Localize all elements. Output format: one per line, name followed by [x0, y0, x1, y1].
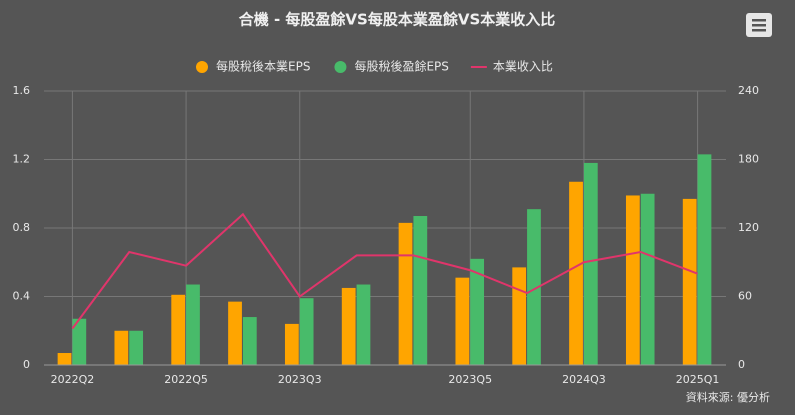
bar	[186, 284, 200, 365]
bar	[398, 222, 413, 365]
bar	[299, 298, 314, 365]
bar	[569, 181, 583, 365]
y2-tick-label: 0	[738, 358, 745, 371]
y2-tick-label: 240	[738, 84, 759, 97]
y-tick-label: 0.4	[13, 290, 31, 303]
y-tick-label: 0	[23, 358, 30, 371]
x-tick-label: 2023Q5	[448, 373, 492, 386]
bar	[341, 287, 356, 365]
menu-button[interactable]	[746, 13, 772, 37]
chart-title: 合機 - 每股盈餘VS每股本業盈餘VS本業收入比	[238, 11, 556, 29]
x-tick-label: 2023Q3	[278, 373, 322, 386]
bar	[682, 198, 697, 365]
y2-tick-label: 180	[738, 153, 759, 166]
bar	[470, 258, 485, 365]
source: 資料來源: 優分析	[686, 390, 770, 404]
x-tick-label: 2025Q1	[676, 373, 720, 386]
line	[71, 212, 698, 330]
y-tick-label: 1.2	[13, 153, 31, 166]
bar	[57, 353, 72, 365]
bar	[640, 193, 655, 365]
bar	[625, 195, 640, 365]
legend-label[interactable]: 每股稅後盈餘EPS	[354, 59, 448, 74]
legend-marker[interactable]	[196, 61, 208, 73]
y-tick-label: 0.8	[13, 221, 31, 234]
bar	[242, 317, 257, 365]
bar	[129, 330, 144, 365]
y2-tick-label: 60	[738, 290, 752, 303]
legend-label[interactable]: 每股稅後本業EPS	[216, 59, 310, 74]
bar	[413, 216, 428, 365]
bar	[527, 209, 541, 365]
y-tick-label: 1.6	[13, 84, 31, 97]
x-tick-label: 2022Q2	[51, 373, 95, 386]
bar	[284, 323, 299, 365]
bar	[455, 277, 470, 365]
legend-label[interactable]: 本業收入比	[493, 60, 553, 74]
menu-bar	[752, 29, 766, 32]
menu-bar	[752, 19, 766, 22]
bar	[512, 267, 527, 365]
bar	[228, 301, 242, 365]
bar	[356, 284, 371, 365]
menu-bar	[752, 24, 766, 27]
legend-marker[interactable]	[334, 61, 347, 73]
bar	[72, 318, 87, 365]
bar	[583, 162, 598, 365]
x-tick-label: 2022Q5	[164, 373, 208, 386]
bar	[171, 294, 186, 365]
x-tick-label: 2024Q3	[562, 373, 606, 386]
bar	[114, 330, 129, 365]
y2-tick-label: 120	[738, 221, 759, 234]
bar	[697, 154, 712, 365]
